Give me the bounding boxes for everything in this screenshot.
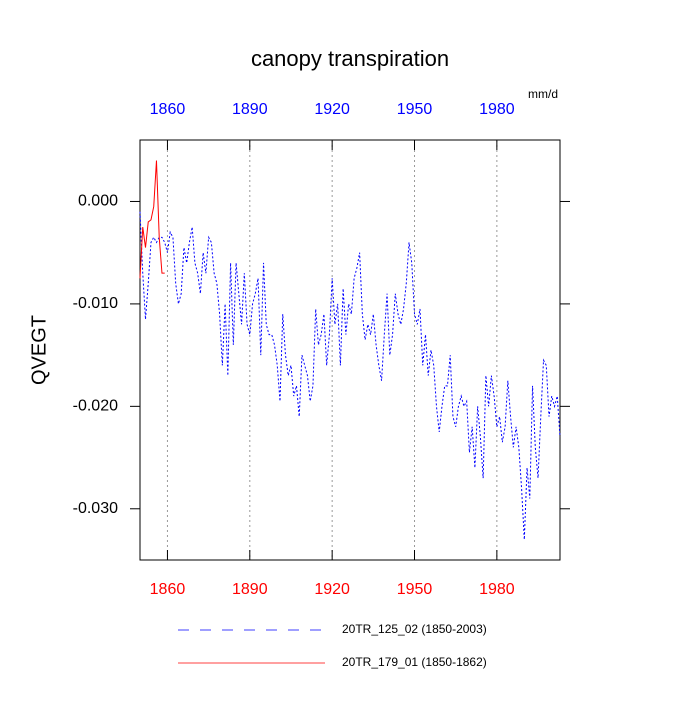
y-tick-label: -0.030 bbox=[73, 500, 118, 517]
chart-title: canopy transpiration bbox=[251, 46, 449, 71]
x-top-tick-label: 1980 bbox=[479, 101, 515, 118]
x-tick-label: 1920 bbox=[314, 581, 350, 598]
x-tick-label: 1950 bbox=[397, 581, 433, 598]
units-label: mm/d bbox=[528, 87, 558, 101]
y-tick-label: -0.020 bbox=[73, 398, 118, 415]
series-line bbox=[139, 160, 165, 279]
x-top-tick-label: 1920 bbox=[314, 101, 350, 118]
series-line bbox=[139, 211, 561, 540]
y-axis-label: QVEGT bbox=[28, 315, 50, 385]
legend-label: 20TR_179_01 (1850-1862) bbox=[342, 655, 487, 669]
x-tick-label: 1860 bbox=[150, 581, 186, 598]
y-tick-label: 0.000 bbox=[78, 193, 118, 210]
x-tick-label: 1980 bbox=[479, 581, 515, 598]
y-tick-label: -0.010 bbox=[73, 295, 118, 312]
legend-label: 20TR_125_02 (1850-2003) bbox=[342, 622, 487, 636]
x-top-tick-label: 1950 bbox=[397, 101, 433, 118]
x-top-tick-label: 1890 bbox=[232, 101, 268, 118]
plot-frame bbox=[139, 139, 561, 561]
x-tick-label: 1890 bbox=[232, 581, 268, 598]
x-top-tick-label: 1860 bbox=[150, 101, 186, 118]
